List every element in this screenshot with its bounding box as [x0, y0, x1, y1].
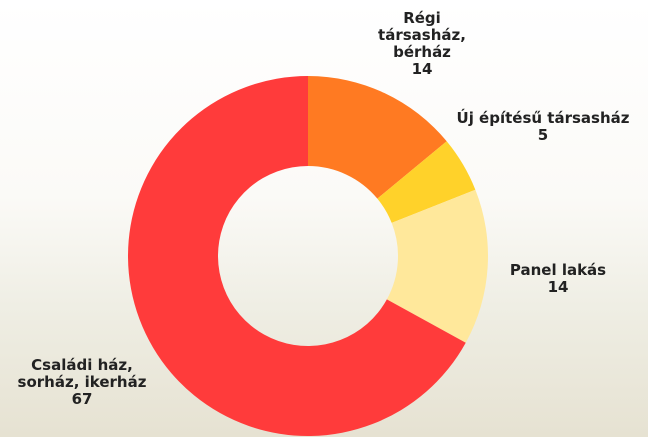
donut-segment — [377, 141, 476, 223]
data-label: Új építésű társasház 5 — [438, 110, 648, 144]
label-name: Családi ház, sorház, ikerház — [17, 356, 147, 391]
data-label: Régi társasház, bérház 14 — [372, 10, 472, 78]
label-name: Új építésű társasház — [456, 109, 630, 127]
label-value: 14 — [547, 278, 569, 296]
data-label: Panel lakás 14 — [490, 262, 626, 296]
label-name: Régi társasház, bérház — [378, 9, 466, 61]
label-value: 14 — [411, 60, 433, 78]
donut-segment — [386, 189, 489, 343]
donut-segment — [308, 76, 447, 199]
label-value: 5 — [537, 126, 549, 144]
label-name: Panel lakás — [509, 261, 607, 279]
label-value: 67 — [71, 390, 93, 408]
donut-segment — [128, 76, 466, 437]
data-label: Családi ház, sorház, ikerház 67 — [4, 357, 160, 408]
